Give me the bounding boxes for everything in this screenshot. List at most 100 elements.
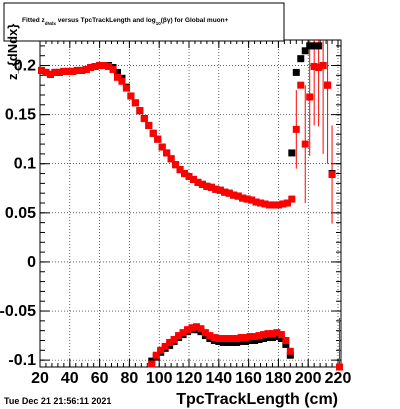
data-point-upper bbox=[257, 199, 265, 207]
data-point-lower bbox=[224, 335, 232, 343]
data-point-lower bbox=[237, 334, 245, 342]
data-point-lower bbox=[219, 335, 227, 343]
data-point-upper bbox=[131, 99, 139, 107]
data-point-lower bbox=[260, 331, 268, 339]
data-point-upper bbox=[279, 200, 287, 208]
data-point-upper bbox=[310, 63, 318, 71]
data-point-lower bbox=[251, 333, 259, 341]
data-point-upper bbox=[167, 155, 175, 163]
data-point-lower bbox=[206, 332, 214, 340]
data-point-lower bbox=[228, 335, 236, 343]
data-point-upper bbox=[301, 47, 309, 55]
data-point-upper bbox=[221, 188, 229, 196]
data-point-upper bbox=[118, 77, 126, 85]
data-point-lower bbox=[273, 329, 281, 337]
data-point-lower bbox=[224, 338, 232, 346]
data-point-lower bbox=[175, 332, 183, 340]
data-point-upper bbox=[283, 199, 291, 207]
data-point-upper bbox=[158, 143, 166, 151]
y-tick-label: 0.1 bbox=[14, 156, 36, 173]
data-point-lower bbox=[268, 330, 276, 338]
data-point-upper bbox=[105, 63, 113, 71]
data-point-lower bbox=[255, 336, 263, 344]
data-point-lower bbox=[170, 336, 178, 344]
plot-frame bbox=[39, 39, 342, 368]
data-point-lower bbox=[233, 338, 241, 346]
data-point-lower bbox=[237, 337, 245, 345]
data-point-upper bbox=[100, 62, 108, 70]
data-point-lower bbox=[255, 332, 263, 340]
data-point-lower bbox=[264, 334, 272, 342]
data-point-upper bbox=[315, 42, 323, 50]
data-point-lower bbox=[152, 351, 160, 359]
data-point-upper bbox=[207, 183, 215, 191]
data-point-lower bbox=[188, 324, 196, 332]
data-point-upper bbox=[310, 42, 318, 50]
y-tick-label: 0.2 bbox=[14, 58, 36, 75]
x-tick-label: 80 bbox=[121, 370, 139, 387]
data-point-upper bbox=[69, 67, 77, 75]
data-markers bbox=[37, 42, 344, 371]
data-point-lower bbox=[192, 323, 200, 331]
data-point-upper bbox=[82, 65, 90, 73]
data-point-upper bbox=[172, 161, 180, 169]
data-point-upper bbox=[306, 93, 314, 101]
data-point-lower bbox=[242, 334, 250, 342]
data-point-lower bbox=[251, 336, 259, 344]
data-point-lower bbox=[215, 335, 223, 343]
data-point-upper bbox=[243, 195, 251, 203]
data-point-lower bbox=[336, 363, 344, 371]
x-tick-label: 140 bbox=[205, 370, 232, 387]
data-point-upper bbox=[87, 63, 95, 71]
data-point-upper bbox=[96, 62, 104, 70]
x-tick-label: 20 bbox=[31, 370, 49, 387]
x-tick-label: 120 bbox=[176, 370, 203, 387]
data-point-lower bbox=[233, 335, 241, 343]
data-point-lower bbox=[286, 347, 294, 355]
data-point-lower bbox=[277, 331, 285, 339]
data-point-upper bbox=[51, 68, 59, 76]
data-point-upper bbox=[297, 55, 305, 63]
data-point-upper bbox=[46, 70, 54, 78]
x-tick-label: 40 bbox=[61, 370, 79, 387]
data-point-upper bbox=[306, 42, 314, 50]
x-tick-labels: 20 40 60 80 100 120 140 160 180 200 220 bbox=[31, 370, 351, 387]
data-point-upper bbox=[91, 63, 99, 71]
data-point-lower bbox=[197, 325, 205, 333]
data-point-upper bbox=[239, 194, 247, 202]
data-point-upper bbox=[324, 81, 332, 89]
data-point-lower bbox=[201, 329, 209, 337]
x-tick-label: 200 bbox=[295, 370, 322, 387]
data-point-upper bbox=[64, 67, 72, 75]
axis-ticks bbox=[39, 40, 341, 367]
x-tick-label: 180 bbox=[265, 370, 292, 387]
y-tick-label: -0.05 bbox=[0, 303, 36, 320]
data-point-upper bbox=[127, 92, 135, 100]
data-point-upper bbox=[154, 135, 162, 143]
data-point-upper bbox=[288, 149, 296, 157]
y-axis-title: z_{dNdx} bbox=[5, 24, 20, 80]
x-tick-label: 60 bbox=[91, 370, 109, 387]
data-point-lower bbox=[277, 335, 285, 343]
data-point-upper bbox=[297, 81, 305, 89]
data-point-upper bbox=[113, 68, 121, 76]
data-point-lower bbox=[184, 326, 192, 334]
data-point-upper bbox=[203, 182, 211, 190]
chart-title: Fitted zdNdx versus TpcTrackLength and l… bbox=[22, 17, 229, 26]
data-point-upper bbox=[78, 66, 86, 74]
data-point-lower bbox=[228, 338, 236, 346]
data-point-upper bbox=[261, 200, 269, 208]
data-point-upper bbox=[198, 180, 206, 188]
data-point-upper bbox=[55, 68, 63, 76]
data-point-upper bbox=[140, 115, 148, 123]
y-tick-label: 0.05 bbox=[5, 205, 36, 222]
data-point-lower bbox=[268, 334, 276, 342]
data-point-upper bbox=[194, 178, 202, 186]
data-point-upper bbox=[252, 198, 260, 206]
data-point-upper bbox=[149, 129, 157, 137]
data-point-upper bbox=[225, 189, 233, 197]
data-point-upper bbox=[328, 171, 336, 179]
x-tick-label: 100 bbox=[146, 370, 173, 387]
title-box bbox=[3, 2, 285, 42]
